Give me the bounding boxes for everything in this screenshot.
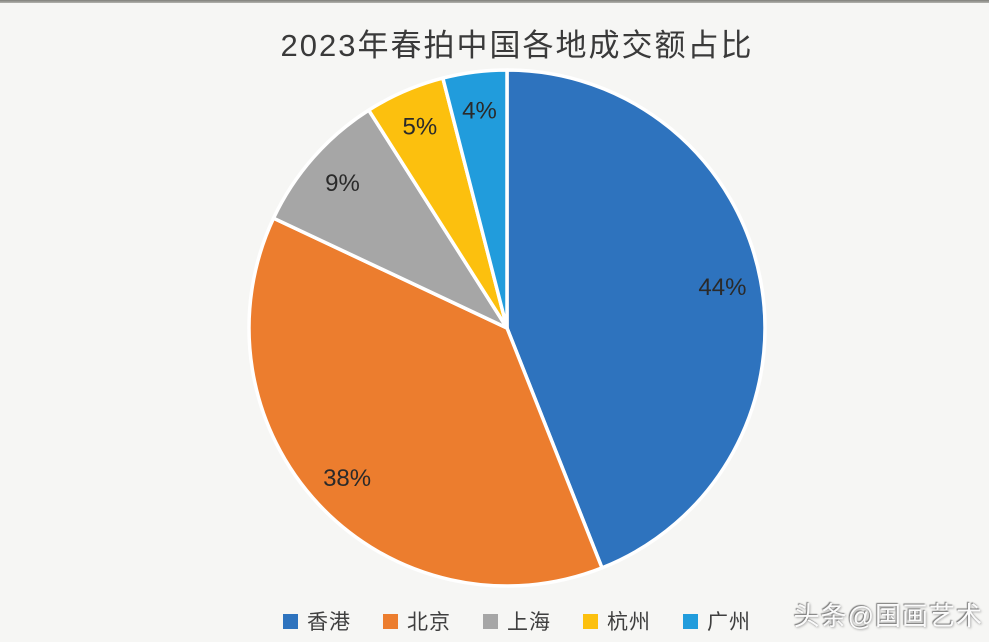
chart-legend: 香港 北京 上海 杭州 广州	[283, 604, 751, 638]
slice-value-label-北京: 38%	[323, 465, 371, 492]
legend-label-北京: 北京	[407, 611, 451, 634]
legend-swatch-上海	[483, 613, 498, 629]
legend-item-香港: 香港	[283, 606, 351, 636]
slice-value-label-杭州: 5%	[403, 114, 438, 141]
legend-label-香港: 香港	[307, 611, 351, 634]
pie-slice-香港	[505, 68, 767, 570]
legend-item-北京: 北京	[383, 606, 451, 636]
pie-slice-广州	[441, 68, 509, 330]
watermark: 头条@国画艺术	[793, 601, 983, 631]
top-border-line	[0, 0, 989, 3]
legend-swatch-广州	[683, 613, 698, 629]
legend-swatch-香港	[283, 613, 298, 629]
slice-value-label-广州: 4%	[462, 97, 497, 124]
legend-swatch-杭州	[583, 613, 598, 629]
pie-slice-北京	[247, 216, 604, 588]
slice-value-label-上海: 9%	[325, 170, 360, 197]
legend-label-上海: 上海	[507, 611, 551, 634]
legend-swatch-北京	[383, 613, 398, 629]
legend-label-广州: 广州	[707, 611, 751, 634]
pie-slice-上海	[271, 108, 509, 330]
legend-label-杭州: 杭州	[607, 611, 651, 634]
legend-item-杭州: 杭州	[583, 606, 651, 636]
chart-title: 2023年春拍中国各地成交额占比	[280, 28, 754, 63]
slice-value-label-香港: 44%	[698, 274, 746, 301]
legend-item-上海: 上海	[483, 606, 551, 636]
legend-item-广州: 广州	[683, 606, 751, 636]
